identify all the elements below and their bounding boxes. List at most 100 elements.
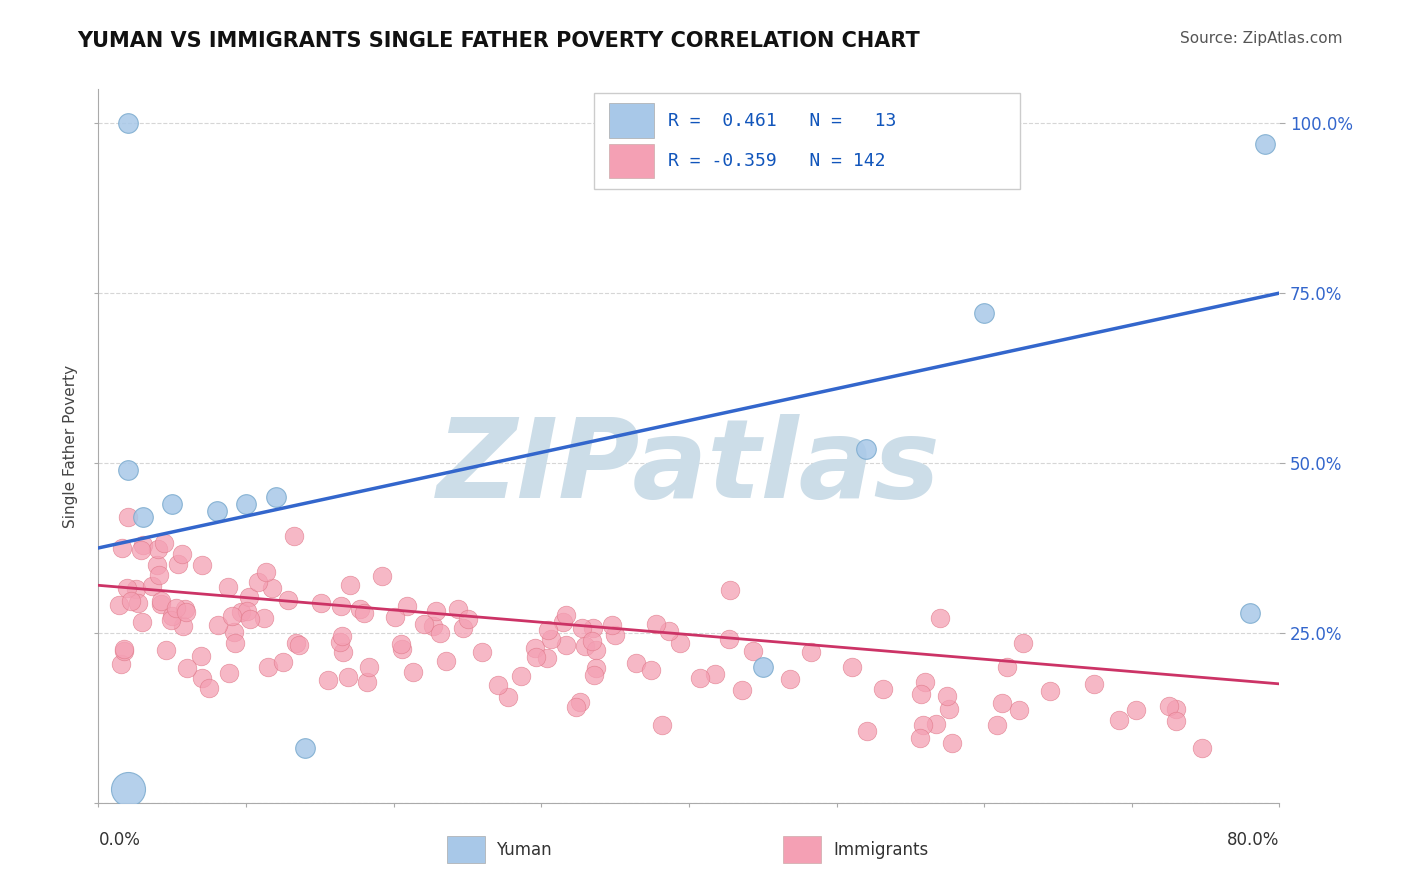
Point — [668, 635, 690, 649]
Point — [141, 579, 163, 593]
Point — [239, 611, 262, 625]
Point — [117, 782, 139, 797]
Point — [125, 582, 148, 596]
Point — [205, 503, 228, 517]
Text: 0.0%: 0.0% — [98, 831, 141, 849]
Point — [170, 547, 193, 561]
Point — [146, 558, 169, 572]
Point — [551, 615, 574, 629]
Point — [112, 644, 135, 658]
Point — [585, 661, 607, 675]
Point — [938, 702, 960, 716]
Point — [990, 696, 1012, 710]
Point — [585, 642, 607, 657]
Point — [1108, 713, 1130, 727]
Point — [603, 628, 626, 642]
Point — [1254, 136, 1277, 151]
Text: Yuman: Yuman — [496, 841, 553, 859]
Point — [146, 542, 169, 557]
Point — [349, 601, 371, 615]
Point — [108, 599, 131, 613]
Point — [571, 620, 593, 634]
Point — [110, 657, 132, 671]
Point — [488, 678, 510, 692]
Point — [329, 635, 352, 649]
Point — [524, 641, 547, 656]
Point — [1164, 714, 1187, 728]
Point — [235, 497, 257, 511]
Point — [510, 669, 533, 683]
Point — [1011, 635, 1033, 649]
Point — [581, 634, 603, 648]
Text: YUMAN VS IMMIGRANTS SINGLE FATHER POVERTY CORRELATION CHART: YUMAN VS IMMIGRANTS SINGLE FATHER POVERT… — [77, 31, 920, 51]
Point — [429, 625, 451, 640]
Point — [422, 619, 444, 633]
Point — [132, 537, 155, 551]
Point — [446, 602, 468, 616]
Point — [935, 689, 957, 703]
Point — [540, 632, 562, 647]
Point — [911, 718, 934, 732]
Point — [1039, 684, 1062, 698]
FancyBboxPatch shape — [609, 103, 654, 137]
Y-axis label: Single Father Poverty: Single Father Poverty — [63, 365, 79, 527]
Text: 80.0%: 80.0% — [1227, 831, 1279, 849]
Point — [855, 442, 877, 457]
Point — [537, 623, 560, 637]
Point — [582, 621, 605, 635]
Point — [1191, 741, 1213, 756]
Point — [1239, 606, 1261, 620]
Point — [176, 661, 198, 675]
Point — [247, 574, 270, 589]
Point — [353, 607, 375, 621]
Point — [332, 645, 354, 659]
Point — [555, 608, 578, 623]
Point — [257, 660, 280, 674]
FancyBboxPatch shape — [609, 145, 654, 178]
Text: Immigrants: Immigrants — [832, 841, 928, 859]
Point — [995, 660, 1018, 674]
Point — [236, 604, 259, 618]
Point — [153, 536, 176, 550]
Point — [162, 497, 183, 511]
Point — [752, 660, 775, 674]
Point — [583, 668, 606, 682]
Point — [425, 604, 447, 618]
Text: R = -0.359   N = 142: R = -0.359 N = 142 — [668, 153, 886, 170]
Point — [602, 618, 624, 632]
Point — [231, 605, 253, 619]
Point — [174, 605, 197, 619]
Point — [471, 645, 494, 659]
Point — [412, 616, 434, 631]
Point — [288, 638, 311, 652]
Point — [149, 594, 172, 608]
Point — [703, 667, 725, 681]
Point — [129, 543, 152, 558]
Point — [1008, 703, 1031, 717]
Point — [973, 306, 995, 320]
Point — [190, 671, 212, 685]
Point — [131, 615, 153, 629]
Point — [264, 490, 287, 504]
Point — [117, 510, 139, 524]
Point — [339, 578, 361, 592]
Point — [1083, 677, 1105, 691]
Point — [337, 670, 360, 684]
FancyBboxPatch shape — [447, 837, 485, 863]
Point — [496, 690, 519, 704]
Text: Source: ZipAtlas.com: Source: ZipAtlas.com — [1180, 31, 1343, 46]
Point — [624, 656, 647, 670]
Point — [384, 610, 406, 624]
Point — [127, 596, 149, 610]
Point — [207, 618, 229, 632]
Point — [155, 643, 177, 657]
Point — [150, 597, 173, 611]
Point — [197, 681, 219, 695]
Point — [221, 609, 243, 624]
Point — [453, 621, 475, 635]
Point — [260, 581, 283, 595]
Point — [330, 599, 353, 614]
Text: ZIPatlas: ZIPatlas — [437, 414, 941, 521]
Point — [1159, 699, 1181, 714]
Point — [316, 673, 339, 687]
